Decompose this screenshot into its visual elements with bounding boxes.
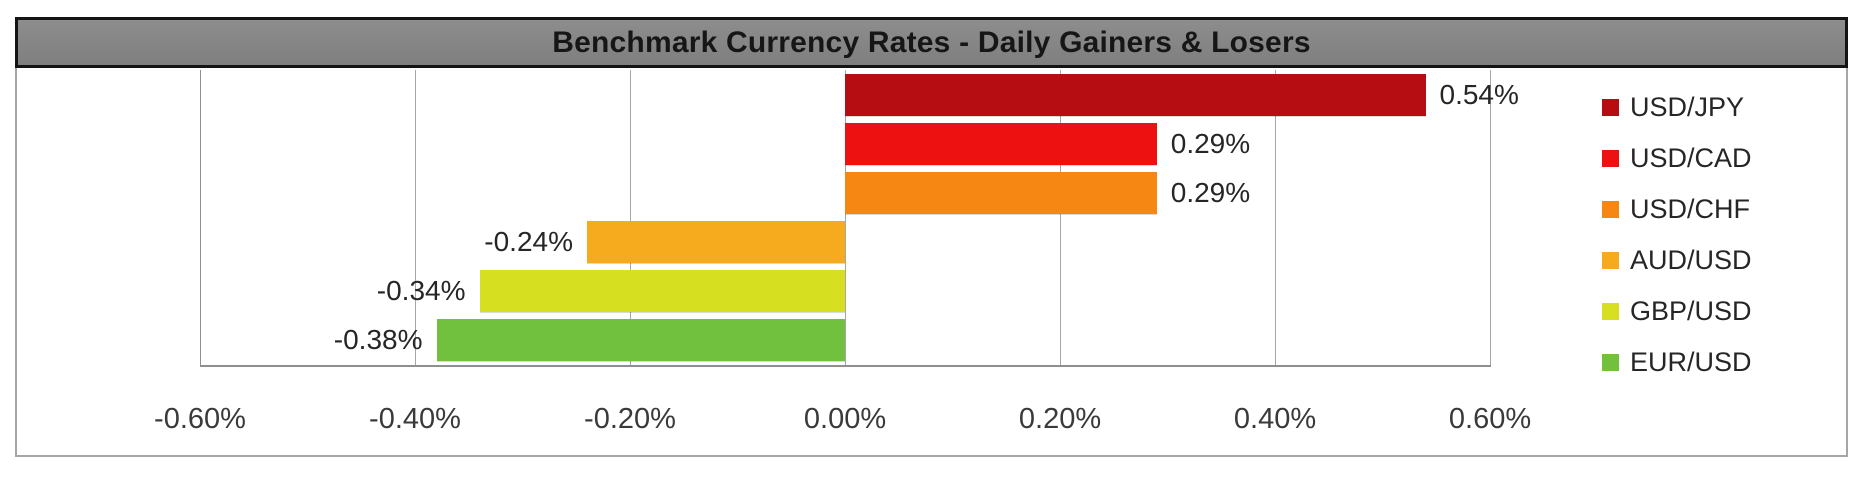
gridline	[630, 70, 631, 365]
bar-gbp-usd	[479, 270, 845, 313]
x-axis-line	[200, 365, 1491, 367]
legend-swatch	[1602, 98, 1619, 116]
bar-eur-usd	[436, 319, 845, 362]
bar-usd-chf	[845, 171, 1157, 214]
bar-usd-jpy	[845, 73, 1426, 116]
gridline	[200, 70, 201, 365]
bar-value-label: -0.34%	[376, 275, 466, 307]
legend-label: AUD/USD	[1630, 244, 1752, 275]
legend-label: USD/CHF	[1630, 193, 1750, 224]
legend-swatch	[1602, 251, 1619, 269]
chart-title-bar: Benchmark Currency Rates - Daily Gainers…	[15, 17, 1848, 68]
legend-swatch	[1602, 353, 1619, 371]
bar-value-label: 0.29%	[1170, 176, 1251, 208]
bar-aud-usd	[587, 221, 845, 264]
legend-item-eur-usd: EUR/USD	[1602, 346, 1752, 377]
legend-item-usd-cad: USD/CAD	[1602, 142, 1752, 173]
gridline	[1490, 70, 1491, 365]
gridline	[845, 70, 846, 365]
bar-usd-cad	[845, 122, 1157, 165]
x-tick-label: -0.60%	[154, 403, 246, 435]
x-tick-label: 0.20%	[1018, 403, 1102, 435]
gridline	[1275, 70, 1276, 365]
gridline	[415, 70, 416, 365]
legend-swatch	[1602, 302, 1619, 320]
legend-label: GBP/USD	[1630, 295, 1752, 326]
legend-item-aud-usd: AUD/USD	[1602, 244, 1752, 275]
legend-label: EUR/USD	[1630, 346, 1752, 377]
gridline	[1060, 70, 1061, 365]
plot-area: 0.54% 0.29% 0.29% -0.24% -0.34% -0.38% -0.60% -…	[17, 19, 1846, 455]
legend-label: USD/CAD	[1630, 142, 1752, 173]
legend-item-gbp-usd: GBP/USD	[1602, 295, 1752, 326]
x-tick-label: -0.20%	[584, 403, 676, 435]
bar-value-label: -0.38%	[333, 324, 423, 356]
legend-swatch	[1602, 149, 1619, 167]
legend-item-usd-jpy: USD/JPY	[1602, 91, 1745, 122]
chart-title: Benchmark Currency Rates - Daily Gainers…	[552, 25, 1311, 59]
x-tick-label: 0.00%	[803, 403, 887, 435]
x-tick-label: -0.40%	[369, 403, 461, 435]
x-tick-label: 0.60%	[1448, 403, 1532, 435]
bar-value-label: 0.54%	[1439, 78, 1519, 110]
legend-swatch	[1602, 200, 1619, 218]
bar-value-label: -0.24%	[484, 226, 573, 258]
legend-label: USD/JPY	[1630, 91, 1745, 122]
legend-item-usd-chf: USD/CHF	[1602, 193, 1750, 224]
bar-value-label: 0.29%	[1170, 127, 1251, 159]
chart-container: Benchmark Currency Rates - Daily Gainers…	[15, 17, 1848, 457]
x-tick-label: 0.40%	[1233, 403, 1317, 435]
